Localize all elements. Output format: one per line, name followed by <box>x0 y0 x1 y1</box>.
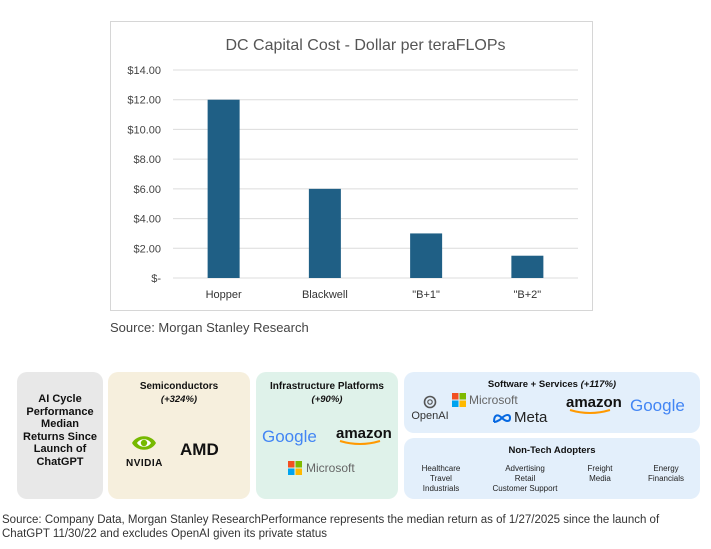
amazon-smile-icon <box>569 409 611 414</box>
y-tick-label: $4.00 <box>133 214 161 226</box>
y-tick-label: $10.00 <box>127 124 161 136</box>
nontech-group-1: Healthcare Travel Industrials <box>406 464 476 494</box>
chart-source: Source: Morgan Stanley Research <box>110 320 309 335</box>
x-tick-label: "B+1" <box>412 289 440 301</box>
nontech-item: Advertising <box>505 464 545 473</box>
nvidia-wordmark: NVIDIA <box>126 458 163 469</box>
software-pct: (+117%) <box>580 379 617 390</box>
nontech-group-4: Energy Financials <box>636 464 696 484</box>
microsoft-squares-icon <box>452 393 466 407</box>
x-tick-label: Blackwell <box>302 289 348 301</box>
chart-title: DC Capital Cost - Dollar per teraFLOPs <box>225 37 505 54</box>
openai-wordmark: OpenAI <box>411 410 449 422</box>
amd-logo: AMD <box>180 440 219 459</box>
nontech-item: Healthcare <box>421 464 461 473</box>
amazon-wordmark-software: amazon <box>566 394 622 411</box>
nontech-item: Industrials <box>422 484 460 493</box>
infrastructure-title: Infrastructure Platforms <box>270 381 384 392</box>
software-title-row: Software + Services (+117%) <box>404 379 700 390</box>
software-panel: Software + Services (+117%) OpenAI Micro… <box>404 372 700 433</box>
microsoft-squares-icon <box>288 461 302 475</box>
amazon-wordmark-infra: amazon <box>336 425 392 442</box>
y-tick-label: $14.00 <box>127 65 161 77</box>
nontech-item: Financials <box>647 474 684 483</box>
ai-cycle-panel: AI Cycle Performance Median Returns Sinc… <box>17 372 103 499</box>
meta-wordmark: Meta <box>514 409 548 426</box>
amazon-logo-software: amazon <box>566 394 622 415</box>
semiconductors-title: Semiconductors <box>139 381 219 392</box>
openai-logo: OpenAI <box>408 394 452 422</box>
y-tick-label: $6.00 <box>133 184 161 196</box>
meta-infinity-icon <box>493 413 512 423</box>
nvidia-eye-icon <box>132 436 156 450</box>
nontech-item: Retail <box>514 474 536 483</box>
y-tick-label: $8.00 <box>133 154 161 166</box>
y-tick-label: $12.00 <box>127 95 161 107</box>
amazon-logo-infra: amazon <box>336 425 392 446</box>
y-tick-label: $2.00 <box>133 243 161 255</box>
y-tick-label: $- <box>151 273 161 285</box>
nontech-item: Freight <box>587 464 613 473</box>
bar <box>207 99 240 278</box>
bar <box>410 233 443 278</box>
nontech-group-2: Advertising Retail Customer Support <box>484 464 566 494</box>
nvidia-logo: NVIDIA <box>126 430 162 469</box>
infrastructure-pct: (+90%) <box>311 394 343 405</box>
bar <box>308 188 341 278</box>
openai-knot-icon <box>423 395 437 409</box>
microsoft-wordmark-infra: Microsoft <box>306 461 355 475</box>
meta-logo: Meta <box>492 409 547 426</box>
nontech-title: Non-Tech Adopters <box>508 445 596 456</box>
semiconductors-pct: (+324%) <box>160 394 198 405</box>
google-logo-infra: Google <box>262 427 317 446</box>
semiconductors-panel: Semiconductors (+324%) NVIDIA AMD <box>108 372 250 499</box>
nontech-group-3: Freight Media <box>574 464 626 484</box>
google-logo-software: Google <box>630 396 685 415</box>
nontech-item: Energy <box>653 464 679 473</box>
x-tick-label: Hopper <box>206 289 242 301</box>
microsoft-wordmark-software: Microsoft <box>469 393 518 407</box>
bar <box>511 255 544 278</box>
microsoft-logo-software: Microsoft <box>452 393 518 407</box>
infrastructure-panel: Infrastructure Platforms (+90%) Google a… <box>256 372 398 499</box>
ai-cycle-title: AI Cycle Performance Median Returns Sinc… <box>23 393 97 468</box>
software-title: Software + Services <box>487 379 578 390</box>
chart-svg: DC Capital Cost - Dollar per teraFLOPs $-… <box>127 37 578 301</box>
x-tick-label: "B+2" <box>514 289 542 301</box>
microsoft-logo-infra: Microsoft <box>288 461 355 475</box>
nontech-panel: Non-Tech Adopters Healthcare Travel Indu… <box>404 438 700 499</box>
amazon-smile-icon <box>339 440 381 445</box>
footer-source: Source: Company Data, Morgan Stanley Res… <box>2 514 660 540</box>
bar-chart: DC Capital Cost - Dollar per teraFLOPs $-… <box>110 21 593 311</box>
nontech-item: Customer Support <box>492 484 558 493</box>
nontech-item: Travel <box>430 474 452 483</box>
nontech-item: Media <box>589 474 611 483</box>
